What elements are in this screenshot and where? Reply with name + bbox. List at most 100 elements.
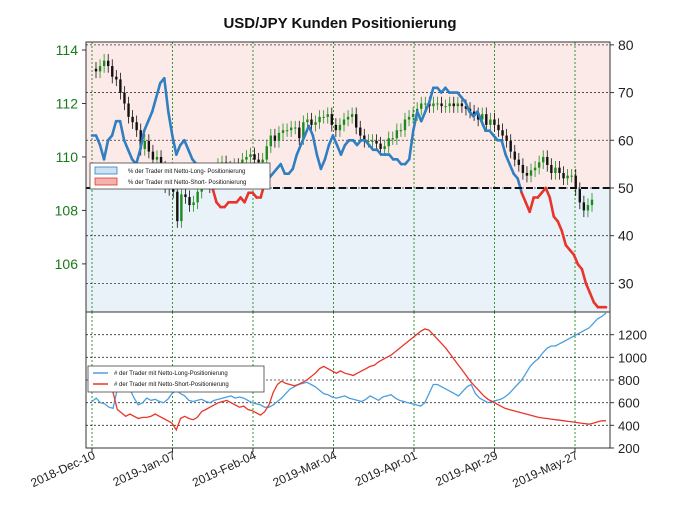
candle-body-63 [350,114,354,117]
candle-body-108 [533,167,537,171]
candle-body-121 [586,205,590,211]
candle-body-81 [424,103,427,105]
candle-body-12 [143,140,146,149]
percent-seg-80 [411,110,419,133]
date-axis: 2018-Dec-10 2019-Jan-07 2019-Feb-04 2019-Ma… [28,448,580,491]
count-tick-5: 1200 [618,328,647,343]
candle-body-11 [139,130,142,149]
candle-body-16 [159,156,163,168]
legend-short-label: % der Trader mit Netto-Short- Positionie… [128,180,246,186]
pct-tick-2: 50 [618,180,634,196]
candle-body-58 [330,114,334,125]
legend-short-count-label: # der Trader mit Netto-Short-Positionier… [114,382,229,388]
percent-seg-9 [126,148,134,161]
legend-long-swatch [94,166,118,175]
candle-body-93 [472,111,476,115]
candle-body-45 [277,132,281,141]
percent-seg-20 [171,134,178,156]
candle-body-73 [391,138,394,140]
candle-body-95 [481,114,484,120]
candle-body-21 [180,194,183,222]
candle-body-115 [562,172,565,179]
candle-body-6 [119,79,122,93]
candle-body-89 [456,103,460,107]
percent-seg-8 [122,138,130,152]
percent-seg-5 [110,119,118,137]
candle-body-9 [131,116,134,123]
percent-seg-11 [134,148,142,166]
candle-body-39 [253,154,256,160]
candle-body-91 [464,106,468,109]
candle-body-59 [334,124,338,131]
candle-body-61 [342,119,346,125]
count-tick-2: 600 [618,396,640,411]
percent-seg-15 [150,96,158,113]
candle-body-109 [537,162,541,168]
candle-body-117 [570,175,573,177]
date-tick-0: 2018-Dec-10 [28,448,97,490]
percent-seg-51 [295,143,303,156]
candle-body-118 [574,175,577,190]
candle-body-103 [513,151,516,160]
count-tick-1: 400 [618,418,640,433]
candle-body-24 [192,202,195,206]
candle-body-107 [529,170,533,176]
percent-seg-109 [528,196,536,214]
percent-seg-21 [175,143,182,156]
percent-seg-55 [311,134,319,156]
percent-seg-103 [504,153,511,166]
candle-body-105 [521,164,525,173]
percent-seg-12 [138,129,146,152]
count-tick-3: 800 [618,373,640,388]
candle-body-3 [106,60,110,67]
candle-body-94 [476,114,480,120]
candle-body-50 [298,127,301,139]
price-axis: 106 108 110 112 114 [55,42,86,272]
percent-seg-104 [508,162,515,175]
candle-body-97 [489,119,492,125]
candle-body-120 [582,202,586,211]
candle-body-48 [289,127,293,131]
candle-body-60 [338,124,342,131]
percent-seg-19 [166,110,174,137]
candle-body-99 [497,124,500,131]
percent-seg-18 [162,76,170,113]
percent-seg-93 [464,100,471,113]
candle-body-46 [281,130,285,133]
candle-body-96 [485,114,488,125]
percent-seg-1 [94,134,102,147]
percent-seg-16 [154,81,162,99]
date-tick-6: 2019-May-27 [510,448,580,491]
count-tick-0: 200 [618,441,640,456]
legend-bottom-box [87,365,265,393]
percent-axis: 30 40 50 60 70 80 [610,37,634,291]
candle-body-10 [135,122,138,131]
legend-short-swatch [94,177,118,186]
date-tick-1: 2019-Jan-07 [111,448,178,489]
percent-seg-114 [548,196,556,218]
candle-body-113 [554,167,557,173]
candle-body-23 [188,197,191,206]
legend-bottom: # der Trader mit Netto-Long-Positionieru… [87,365,265,393]
candle-body-13 [147,140,151,152]
legend-long-count-label: # der Trader mit Netto-Long-Positionieru… [114,371,228,377]
candle-body-66 [363,135,366,141]
percent-seg-58 [323,143,331,161]
price-tick-0: 106 [55,256,79,272]
candle-body-83 [432,103,435,107]
percent-seg-30 [211,186,218,204]
candle-body-122 [590,199,594,206]
candle-body-38 [249,154,252,157]
percent-seg-113 [544,186,552,199]
percent-seg-14 [146,110,154,123]
percent-seg-83 [423,100,431,113]
top-panel: 106 108 110 112 114 30 40 50 60 70 80 [55,37,634,313]
percent-seg-57 [319,158,327,171]
price-tick-1: 108 [55,202,79,218]
percent-seg-122 [580,267,588,285]
candle-body-20 [176,191,179,222]
percent-seg-97 [480,119,487,133]
candle-body-71 [383,146,386,149]
date-tick-4: 2019-Apr-01 [353,448,420,489]
